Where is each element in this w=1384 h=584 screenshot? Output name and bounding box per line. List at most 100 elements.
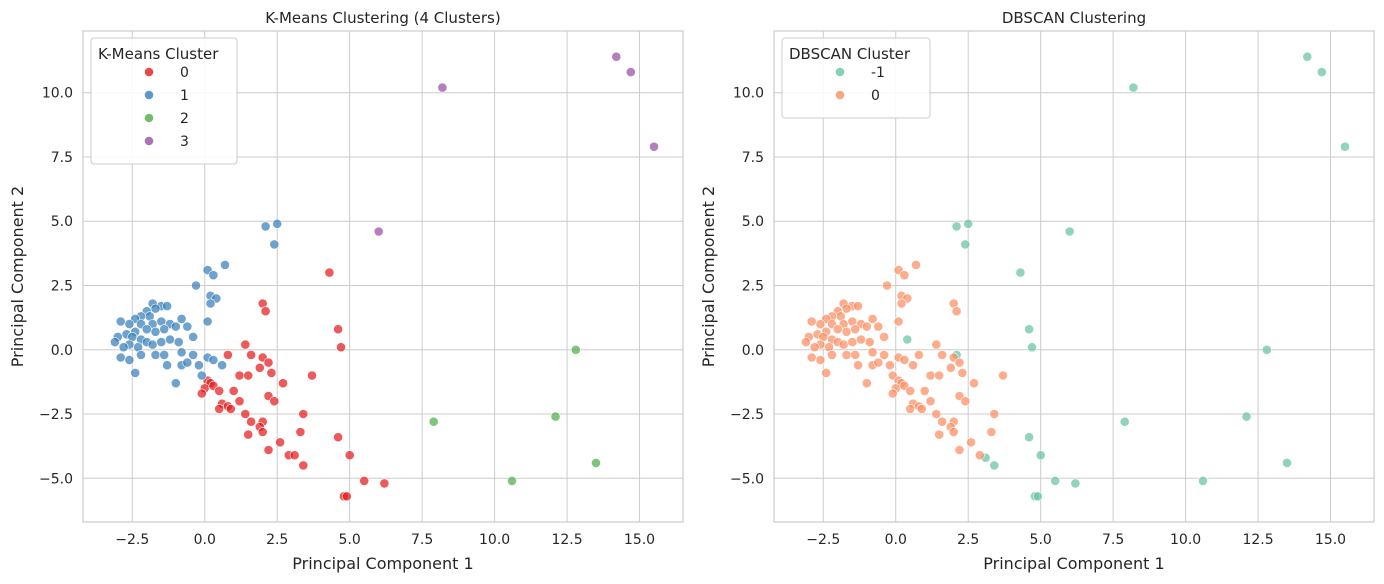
data-point bbox=[1035, 450, 1046, 461]
data-point bbox=[850, 349, 861, 360]
data-point bbox=[951, 221, 962, 232]
data-point bbox=[188, 349, 198, 360]
data-point bbox=[507, 475, 517, 486]
y-tick-label: 10.0 bbox=[42, 86, 73, 102]
y-tick-label: −2.5 bbox=[39, 407, 73, 423]
data-point bbox=[1027, 342, 1037, 353]
data-point bbox=[336, 342, 346, 353]
data-point bbox=[806, 316, 817, 327]
data-point bbox=[182, 321, 193, 332]
data-point bbox=[815, 319, 826, 329]
data-point bbox=[937, 349, 947, 360]
data-point bbox=[333, 324, 343, 335]
legend: DBSCAN Cluster -1 0 bbox=[781, 37, 931, 119]
data-point bbox=[1024, 432, 1034, 443]
data-point bbox=[914, 349, 924, 360]
data-point bbox=[838, 339, 849, 350]
data-point bbox=[925, 396, 936, 407]
data-point bbox=[222, 349, 233, 360]
data-point bbox=[170, 378, 181, 389]
data-point bbox=[275, 437, 285, 448]
legend: K-Means Cluster 0 1 2 3 bbox=[90, 37, 238, 165]
data-point bbox=[937, 416, 947, 427]
data-point bbox=[916, 403, 927, 414]
legend-label: 2 bbox=[180, 111, 189, 127]
legend-title: DBSCAN Cluster bbox=[789, 45, 911, 63]
data-point bbox=[957, 367, 968, 378]
data-point bbox=[966, 437, 976, 448]
data-point bbox=[867, 347, 878, 358]
x-tick-label: −2.5 bbox=[115, 532, 149, 548]
legend-marker bbox=[835, 90, 845, 100]
data-point bbox=[124, 355, 135, 365]
data-point bbox=[243, 370, 254, 381]
data-point bbox=[205, 298, 216, 309]
data-point bbox=[162, 360, 172, 371]
data-point bbox=[625, 67, 636, 77]
data-point bbox=[887, 388, 898, 399]
data-point bbox=[202, 316, 213, 327]
data-point bbox=[1340, 141, 1350, 152]
data-point bbox=[948, 427, 959, 437]
y-tick-label: 7.5 bbox=[51, 150, 73, 166]
data-point bbox=[649, 141, 659, 152]
data-point bbox=[945, 362, 956, 373]
data-point bbox=[963, 218, 974, 229]
data-point bbox=[333, 432, 343, 443]
data-point bbox=[1032, 491, 1043, 502]
x-axis-label: Principal Component 1 bbox=[292, 554, 473, 573]
data-point bbox=[115, 316, 126, 327]
data-point bbox=[591, 457, 601, 468]
data-point bbox=[861, 321, 872, 332]
legend-marker bbox=[144, 113, 154, 123]
data-point bbox=[899, 355, 910, 365]
data-point bbox=[954, 357, 965, 368]
x-tick-label: 5.0 bbox=[1030, 532, 1052, 548]
data-point bbox=[1302, 51, 1313, 62]
x-tick-label: 2.5 bbox=[266, 532, 288, 548]
legend-label: 0 bbox=[871, 88, 880, 104]
plot-frame bbox=[773, 30, 1375, 523]
data-point bbox=[379, 478, 390, 489]
data-point bbox=[159, 324, 170, 335]
data-point bbox=[905, 403, 916, 414]
data-point bbox=[263, 445, 274, 455]
data-point bbox=[905, 385, 916, 396]
data-point bbox=[908, 360, 918, 371]
data-point bbox=[214, 403, 225, 414]
y-axis-label: Principal Component 2 bbox=[8, 186, 27, 367]
data-point bbox=[954, 445, 965, 455]
data-point bbox=[263, 357, 274, 368]
data-point bbox=[324, 267, 335, 278]
data-point bbox=[240, 339, 251, 350]
data-point bbox=[162, 301, 172, 311]
chart-title: K-Means Clustering (4 Clusters) bbox=[265, 9, 500, 27]
data-point bbox=[150, 349, 161, 360]
data-point bbox=[115, 352, 126, 363]
data-point bbox=[289, 450, 300, 461]
data-point bbox=[847, 337, 858, 347]
data-point bbox=[1282, 457, 1292, 468]
data-point bbox=[986, 427, 997, 437]
data-point bbox=[141, 324, 152, 335]
data-point bbox=[208, 270, 219, 281]
data-point bbox=[1070, 478, 1081, 489]
data-point bbox=[150, 303, 161, 314]
data-point bbox=[295, 427, 306, 437]
data-point bbox=[832, 324, 843, 335]
chart-panel-dbscan: −2.5 0.0 2.5 5.0 7.5 10.0 12.5 15.0 −5.0 −2.5 0.0 2… bbox=[699, 9, 1375, 573]
data-point bbox=[147, 339, 158, 350]
data-point bbox=[359, 475, 370, 486]
data-point bbox=[1050, 475, 1061, 486]
y-tick-label: 2.5 bbox=[742, 278, 764, 294]
data-point bbox=[873, 357, 884, 368]
x-tick-label: −2.5 bbox=[806, 532, 840, 548]
data-point bbox=[960, 396, 971, 407]
legend-box bbox=[781, 37, 931, 119]
data-point bbox=[853, 360, 863, 371]
x-axis-label: Principal Component 1 bbox=[983, 554, 1164, 573]
data-point bbox=[931, 409, 942, 419]
data-point bbox=[173, 337, 184, 347]
data-point bbox=[437, 82, 448, 93]
data-point bbox=[243, 429, 254, 440]
